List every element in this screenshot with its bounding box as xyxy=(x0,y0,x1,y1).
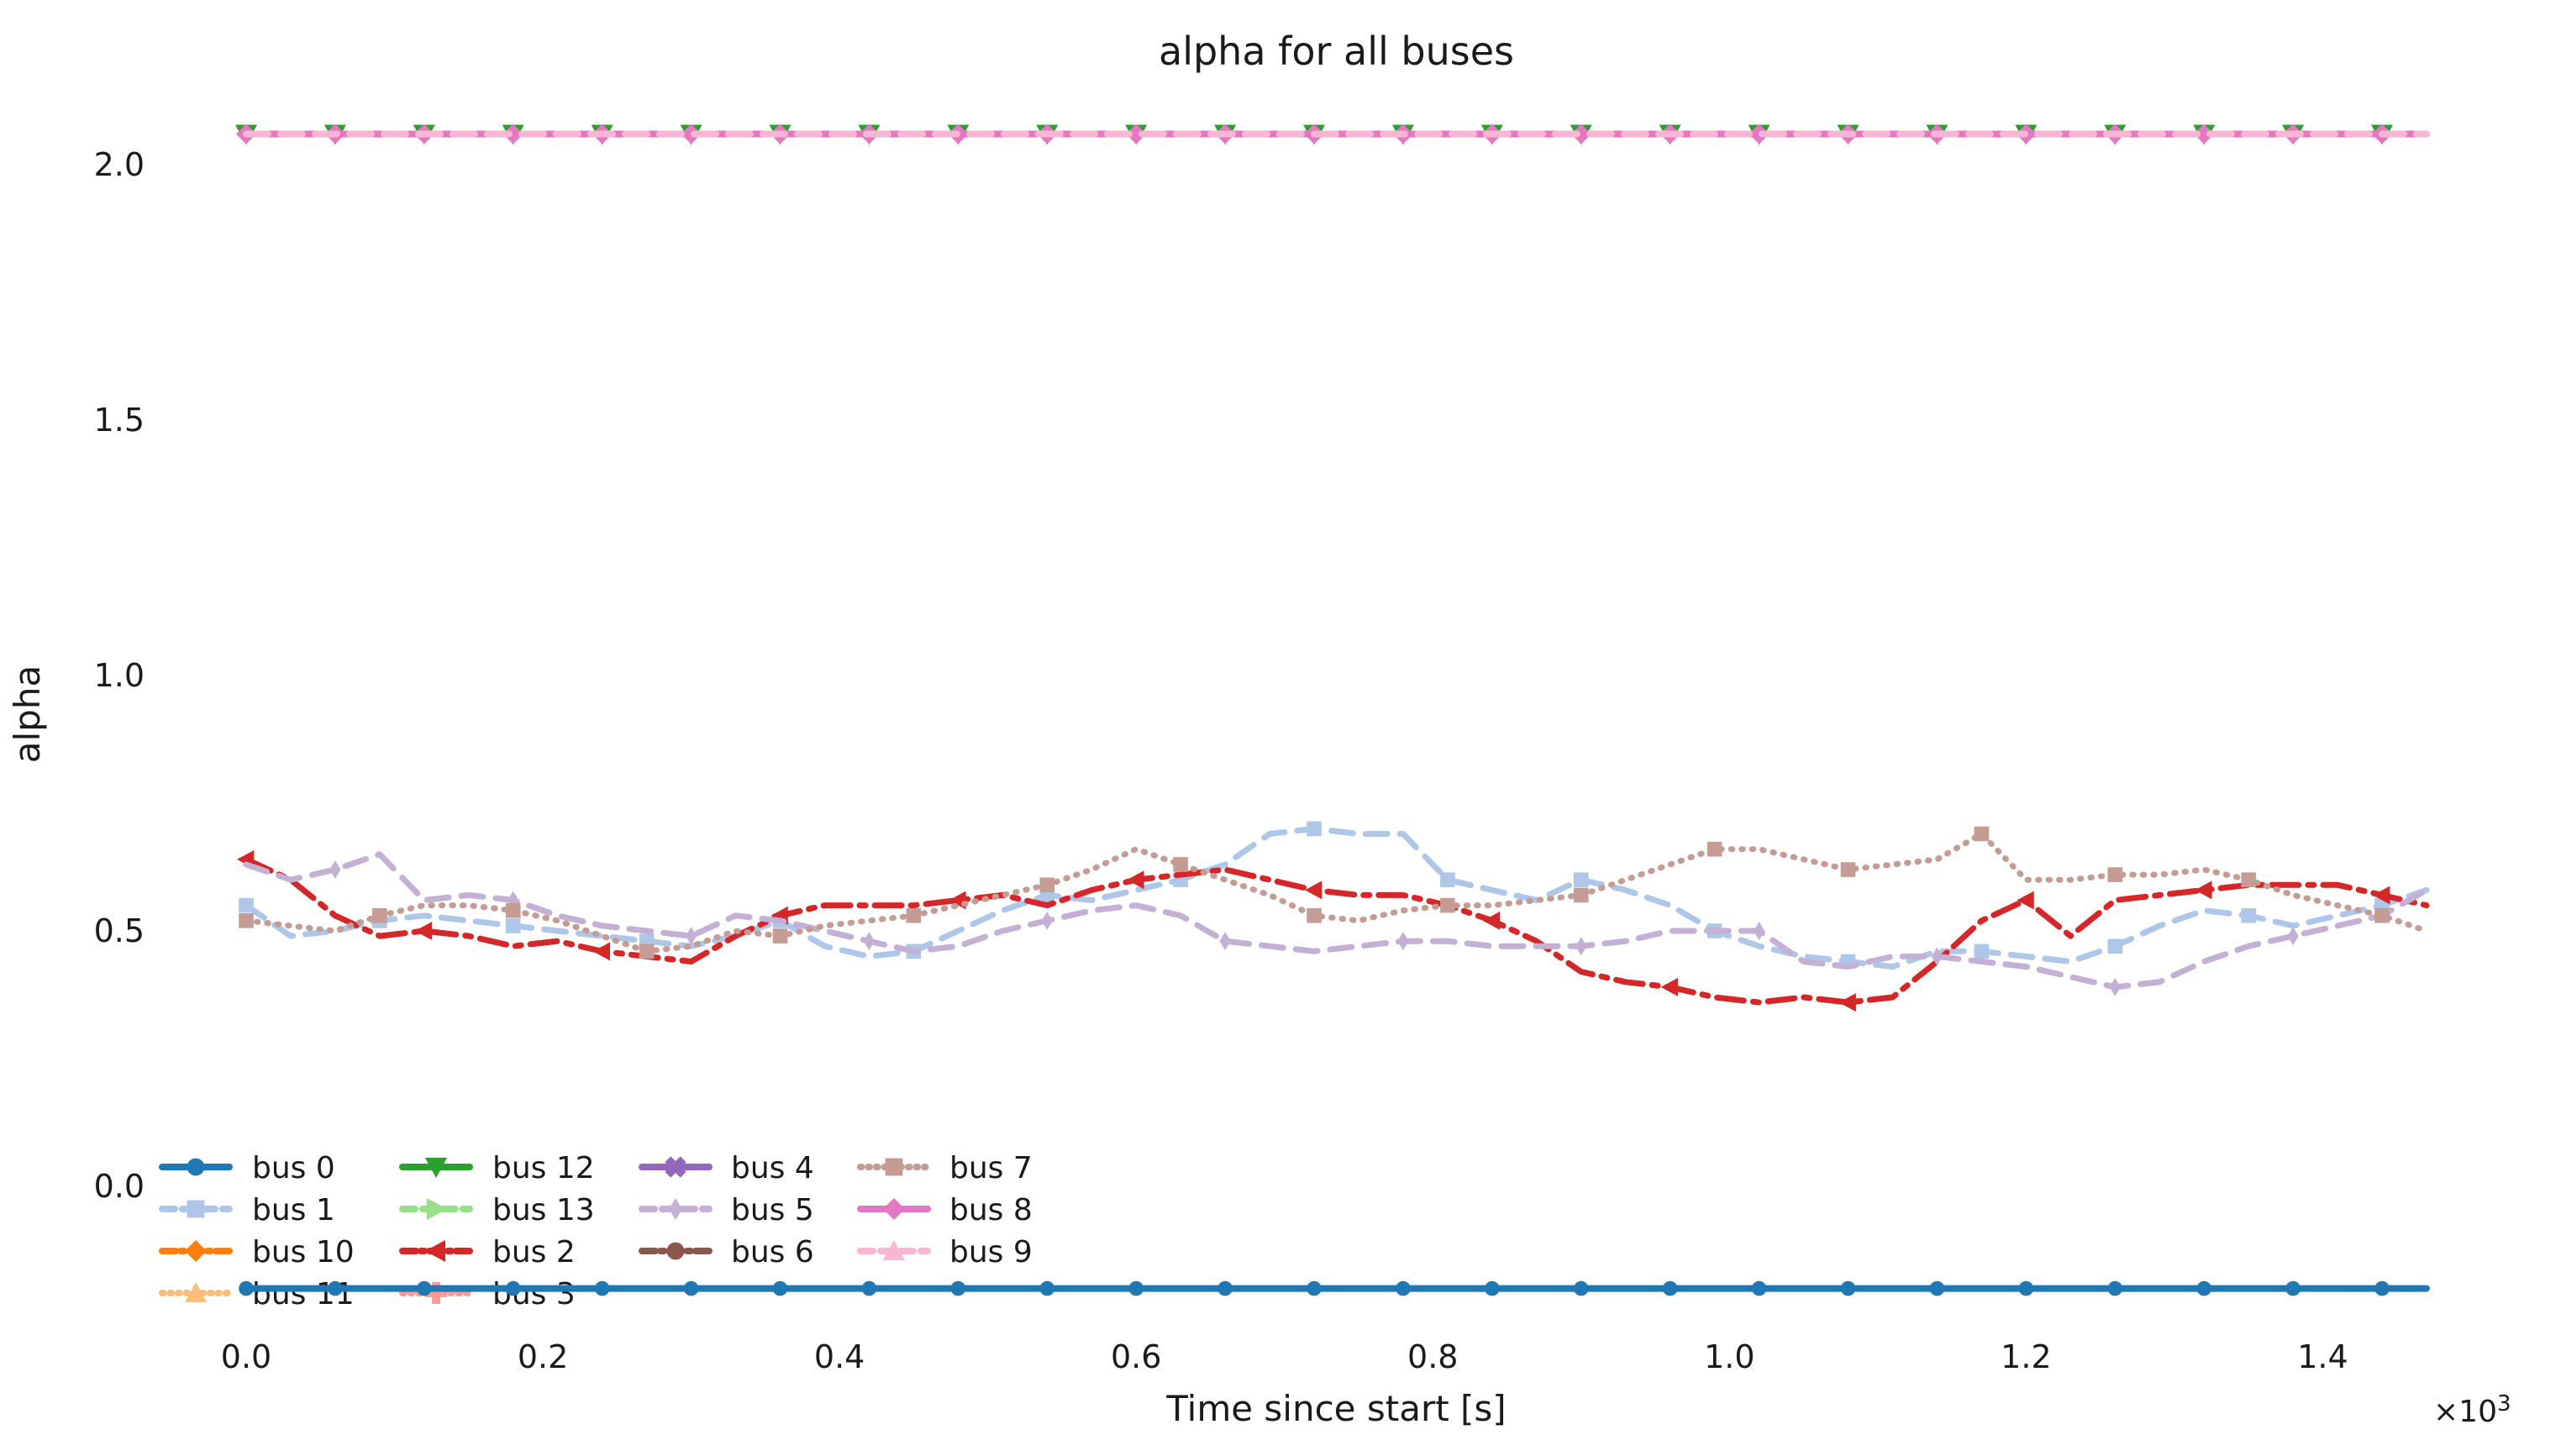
chart-title: alpha for all buses xyxy=(1159,29,1514,74)
legend-item-bus-13: bus 13 xyxy=(399,1193,595,1227)
series-line xyxy=(243,851,2430,991)
legend-label: bus 10 xyxy=(252,1235,355,1269)
series-line xyxy=(243,825,2430,970)
y-tick-label: 2.0 xyxy=(94,146,145,183)
legend-label: bus 1 xyxy=(252,1193,335,1227)
legend-label: bus 13 xyxy=(492,1193,595,1227)
x-tick-labels: 0.0 0.2 0.4 0.6 0.8 1.0 1.2 1.4 xyxy=(221,1338,2348,1375)
legend-item-bus-2: bus 2 xyxy=(399,1235,576,1269)
legend-label: bus 5 xyxy=(731,1193,814,1227)
legend-item-bus-9: bus 9 xyxy=(857,1235,1033,1269)
legend-label: bus 2 xyxy=(492,1235,576,1269)
series-bus-2 xyxy=(237,849,2430,1012)
y-tick-label: 1.0 xyxy=(94,657,145,694)
legend-label: bus 3 xyxy=(492,1277,576,1311)
legend: bus 0 bus 1 bus 10 bus 11 bus 12 bus 13 bus 2 b… xyxy=(159,1151,1033,1311)
legend-label: bus 7 xyxy=(949,1151,1033,1185)
legend-item-bus-5: bus 5 xyxy=(639,1193,814,1227)
legend-label: bus 6 xyxy=(731,1235,814,1269)
legend-item-bus-11: bus 11 xyxy=(159,1277,355,1311)
series-line xyxy=(243,831,2430,954)
y-tick-label: 1.5 xyxy=(94,402,145,439)
x-axis-label: Time since start [s] xyxy=(1166,1388,1507,1429)
legend-label: bus 0 xyxy=(252,1151,335,1185)
legend-item-bus-0: bus 0 xyxy=(159,1151,335,1185)
x-tick-label: 1.4 xyxy=(2297,1338,2348,1375)
x-tick-label: 0.2 xyxy=(518,1338,568,1375)
legend-item-bus-1: bus 1 xyxy=(159,1193,335,1227)
legend-item-bus-4: bus 4 xyxy=(639,1151,814,1185)
legend-item-bus-6: bus 6 xyxy=(639,1235,814,1269)
legend-item-bus-10: bus 10 xyxy=(159,1235,355,1269)
x-axis-offset-text: ×103 xyxy=(2433,1391,2511,1429)
series-bus-0 xyxy=(239,1280,2430,1296)
legend-item-bus-12: bus 12 xyxy=(399,1151,595,1185)
legend-item-bus-3: bus 3 xyxy=(399,1277,576,1311)
x-tick-label: 0.6 xyxy=(1111,1338,1161,1375)
y-tick-labels: 0.0 0.5 1.0 1.5 2.0 xyxy=(94,146,145,1205)
legend-label: bus 12 xyxy=(492,1151,595,1185)
x-tick-label: 1.2 xyxy=(2001,1338,2051,1375)
y-tick-label: 0.0 xyxy=(94,1168,145,1205)
series-line xyxy=(243,856,2430,1006)
series-bus-5 xyxy=(243,851,2430,996)
x-tick-label: 0.4 xyxy=(814,1338,865,1375)
legend-label: bus 9 xyxy=(949,1235,1033,1269)
legend-label: bus 8 xyxy=(949,1193,1033,1227)
x-tick-label: 0.8 xyxy=(1407,1338,1458,1375)
legend-label: bus 4 xyxy=(731,1151,814,1185)
series-bus-7 xyxy=(239,826,2430,959)
legend-item-bus-7: bus 7 xyxy=(857,1151,1033,1185)
legend-item-bus-8: bus 8 xyxy=(857,1193,1033,1227)
x-tick-label: 1.0 xyxy=(1704,1338,1754,1375)
x-tick-label: 0.0 xyxy=(221,1338,271,1375)
y-tick-label: 0.5 xyxy=(94,912,145,949)
